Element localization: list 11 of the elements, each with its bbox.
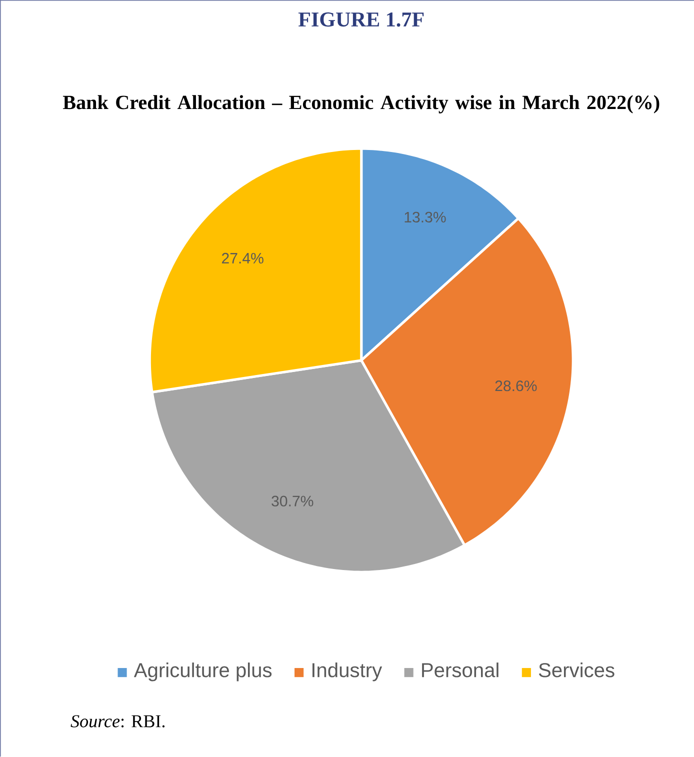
data-label: 13.3%	[404, 212, 446, 222]
chart-title: FIGURE 1.7F	[298, 12, 424, 27]
chart-subtitle: Bank Credit Allocation – Economic Activity wise in March 2022(%)	[62, 95, 659, 114]
data-label: 27.4%	[222, 252, 264, 264]
text: Source: RBI.	[70, 715, 164, 728]
data-label: 30.7%	[271, 496, 313, 506]
legend-label: Agriculture plus	[134, 662, 272, 682]
data-label: 28.6%	[495, 380, 537, 392]
legend-label: Industry	[312, 662, 382, 682]
legend-label: Services	[538, 662, 614, 678]
legend-label: Personal	[422, 662, 498, 678]
